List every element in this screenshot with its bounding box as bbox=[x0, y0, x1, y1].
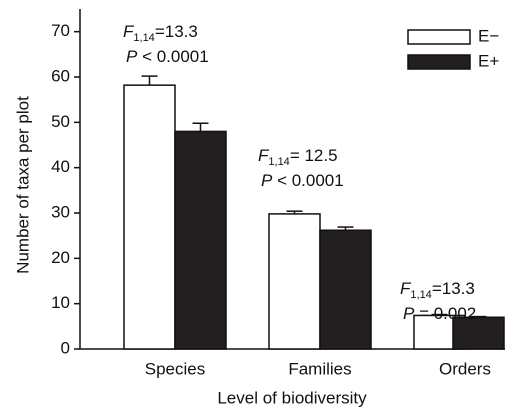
y-tick-label: 10 bbox=[51, 293, 70, 312]
bar bbox=[268, 213, 321, 350]
stat-df: 1,14 bbox=[133, 32, 154, 44]
x-tick-label: Species bbox=[145, 359, 205, 378]
stat-symbol: F bbox=[258, 146, 270, 165]
annotation-f: F1,14= 12.5 bbox=[258, 146, 338, 167]
p-symbol: P bbox=[403, 304, 415, 323]
y-tick-label: 70 bbox=[51, 21, 70, 40]
annotation-p: P = 0.002 bbox=[403, 304, 476, 323]
x-tick-label: Orders bbox=[439, 359, 491, 378]
p-value: < 0.0001 bbox=[137, 47, 208, 66]
stat-df: 1,14 bbox=[410, 289, 431, 301]
stat-value: =13.3 bbox=[432, 279, 475, 298]
annotation-f: F1,14=13.3 bbox=[123, 22, 198, 43]
y-tick-label: 50 bbox=[51, 112, 70, 131]
legend-swatch bbox=[407, 54, 471, 70]
legend-swatch bbox=[407, 29, 471, 45]
stat-symbol: F bbox=[123, 22, 135, 41]
bar bbox=[452, 316, 505, 350]
legend-label: E− bbox=[478, 26, 499, 45]
bar bbox=[174, 130, 227, 350]
stat-value: = 12.5 bbox=[290, 146, 338, 165]
y-axis-label: Number of taxa per plot bbox=[13, 96, 32, 274]
bar bbox=[319, 229, 372, 350]
y-tick-label: 40 bbox=[51, 157, 70, 176]
legend-label: E+ bbox=[478, 51, 499, 70]
annotation-f: F1,14=13.3 bbox=[400, 279, 475, 300]
stat-value: =13.3 bbox=[155, 22, 198, 41]
y-tick-label: 30 bbox=[51, 202, 70, 221]
p-symbol: P bbox=[261, 171, 273, 190]
y-tick-label: 0 bbox=[61, 338, 70, 357]
p-symbol: P bbox=[126, 47, 138, 66]
x-tick-label: Families bbox=[288, 359, 351, 378]
p-value: < 0.0001 bbox=[272, 171, 343, 190]
stat-symbol: F bbox=[400, 279, 412, 298]
annotation-p: P < 0.0001 bbox=[261, 171, 344, 190]
y-tick-label: 60 bbox=[51, 66, 70, 85]
p-value: = 0.002 bbox=[414, 304, 476, 323]
stat-df: 1,14 bbox=[268, 156, 289, 168]
bar bbox=[123, 84, 176, 350]
x-axis-label: Level of biodiversity bbox=[217, 388, 367, 407]
annotation-p: P < 0.0001 bbox=[126, 47, 209, 66]
y-tick-label: 20 bbox=[51, 248, 70, 267]
